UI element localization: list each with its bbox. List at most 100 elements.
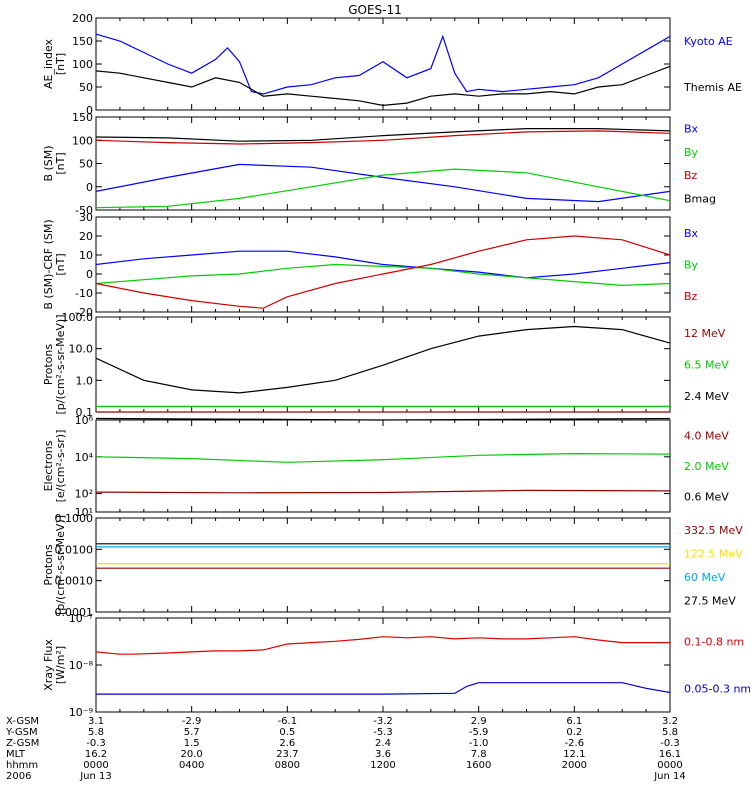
panel-frame bbox=[95, 17, 671, 111]
y-tick-label: 50 bbox=[79, 81, 93, 94]
x-axis-row-label: 2006 bbox=[6, 771, 31, 782]
y-tick-label: 10⁴ bbox=[75, 451, 94, 464]
legend-label: 0.6 MeV bbox=[684, 491, 729, 504]
y-tick-label: -50 bbox=[75, 204, 93, 217]
x-tick-label: -2.9 bbox=[182, 716, 202, 727]
series-line-by bbox=[95, 168, 671, 209]
x-tick-label: 1.5 bbox=[184, 738, 200, 749]
y-tick-label: 10⁻⁹ bbox=[69, 706, 93, 719]
y-axis-label: Xray Flux[W/m²] bbox=[42, 639, 67, 691]
x-tick-label: 20.0 bbox=[181, 749, 203, 760]
x-tick-label: 2000 bbox=[562, 760, 587, 771]
legend-label: Bx bbox=[684, 227, 699, 240]
panel-electrons: 10¹ 10² 10⁴ 10⁶ Electrons[e/(cm²-s-sr)] 4.0 M… bbox=[42, 414, 729, 519]
y-tick-label: 10 bbox=[79, 249, 93, 262]
series-line-themis-ae bbox=[95, 65, 671, 107]
legend-label: 60 MeV bbox=[684, 571, 726, 584]
x-tick-label: 1200 bbox=[370, 760, 395, 771]
legend-label: 2.0 MeV bbox=[684, 460, 729, 473]
series-line-bz bbox=[95, 130, 671, 145]
legend-label: Kyoto AE bbox=[684, 35, 733, 48]
x-tick-label: 2.4 bbox=[375, 738, 391, 749]
x-tick-label: 5.8 bbox=[88, 727, 104, 738]
y-axis-label: Protons[p/(cm²-s-sr-MeV)] bbox=[42, 515, 67, 615]
y-axis-label: B (SM)-CRF (SM)[nT] bbox=[42, 219, 67, 309]
panel-protons_high: 0.0001 0.0010 0.0100 0.1000Protons[p/(cm²-s… bbox=[42, 512, 743, 619]
figure-title: GOES-11 bbox=[348, 3, 402, 17]
x-tick-label: -5.9 bbox=[469, 727, 489, 738]
x-tick-label: -0.3 bbox=[660, 738, 680, 749]
series-line-4-0-mev bbox=[95, 489, 671, 494]
series-line-bmag bbox=[95, 128, 671, 142]
x-tick-label: -5.3 bbox=[373, 727, 393, 738]
legend-label: 2.4 MeV bbox=[684, 390, 729, 403]
panel-b: -50 0 50 100 150 B (SM)[nT] Bx By Bz Bmag bbox=[42, 111, 716, 217]
y-tick-label: 0 bbox=[86, 268, 93, 281]
series-line-0-1-0-8-nm bbox=[95, 636, 670, 655]
legend-label: 0.1-0.8 nm bbox=[684, 636, 744, 649]
x-tick-label: 23.7 bbox=[276, 749, 298, 760]
legend-label: 4.0 MeV bbox=[684, 429, 729, 442]
y-tick-label: -10 bbox=[75, 287, 93, 300]
y-tick-label: 100 bbox=[72, 58, 93, 71]
x-tick-label: 0.2 bbox=[566, 727, 582, 738]
series-line-bx bbox=[95, 250, 671, 279]
x-tick-label: 3.2 bbox=[662, 716, 678, 727]
y-tick-label: 10² bbox=[75, 488, 93, 501]
y-tick-label: 150 bbox=[72, 111, 93, 124]
x-tick-label: -6.1 bbox=[278, 716, 298, 727]
y-tick-label: 100 bbox=[72, 134, 93, 147]
y-tick-label: 150 bbox=[72, 35, 93, 48]
x-tick-label: 7.8 bbox=[471, 749, 487, 760]
y-tick-label: 20 bbox=[79, 230, 93, 243]
y-tick-label: 0 bbox=[86, 181, 93, 194]
series-line-bx bbox=[95, 163, 671, 203]
x-tick-label: Jun 14 bbox=[653, 771, 686, 782]
x-tick-label: 3.1 bbox=[88, 716, 104, 727]
panel-frame bbox=[95, 517, 671, 613]
series-line-0-6-mev bbox=[95, 417, 671, 421]
y-tick-label: 0.1000 bbox=[55, 512, 94, 525]
y-tick-label: 0.0010 bbox=[55, 575, 94, 588]
x-tick-label: -1.0 bbox=[469, 738, 489, 749]
series-line-by bbox=[95, 263, 671, 287]
y-tick-label: 50 bbox=[79, 158, 93, 171]
x-tick-label: 5.7 bbox=[184, 727, 200, 738]
legend-label: Bz bbox=[684, 169, 698, 182]
x-axis-row-label: Y-GSM bbox=[5, 727, 38, 738]
series-line-2-4-mev bbox=[95, 325, 671, 394]
legend-label: By bbox=[684, 146, 699, 159]
y-axis-label: AE_index[nT] bbox=[42, 38, 67, 89]
panel-frame bbox=[95, 316, 671, 413]
panel-xray: 10⁻⁹ 10⁻⁸ 10⁻⁷ Xray Flux[W/m²] 0.1-0.8 nm 0.0… bbox=[42, 612, 750, 719]
legend-label: Bz bbox=[684, 290, 698, 303]
x-tick-label: 3.6 bbox=[375, 749, 391, 760]
y-tick-label: 10⁻⁸ bbox=[69, 659, 94, 672]
x-tick-label: 0000 bbox=[657, 760, 682, 771]
panel-ae: 0 50 100 150 200 AE_index[nT] Kyoto AE Themis A… bbox=[42, 12, 742, 117]
y-tick-label: 10⁻⁷ bbox=[69, 612, 93, 625]
series-line-bz bbox=[95, 235, 671, 309]
y-tick-label: 10⁶ bbox=[75, 414, 94, 427]
y-tick-label: 0.0100 bbox=[55, 543, 94, 556]
x-tick-label: -2.6 bbox=[565, 738, 585, 749]
legend-label: Themis AE bbox=[683, 81, 742, 94]
x-axis-row-label: Z-GSM bbox=[6, 738, 39, 749]
x-tick-label: Jun 13 bbox=[79, 771, 112, 782]
legend-label: Bmag bbox=[684, 192, 716, 205]
y-tick-label: 0 bbox=[86, 104, 93, 117]
x-axis-row-label: MLT bbox=[6, 749, 26, 760]
legend-label: 27.5 MeV bbox=[684, 594, 736, 607]
y-tick-label: 0.0001 bbox=[55, 606, 94, 619]
y-tick-label: 10.0 bbox=[69, 343, 94, 356]
series-line-2-0-mev bbox=[95, 452, 671, 463]
x-tick-label: -3.2 bbox=[373, 716, 393, 727]
y-tick-label: 30 bbox=[79, 211, 93, 224]
legend-label: 12 MeV bbox=[684, 327, 726, 340]
legend-label: 6.5 MeV bbox=[684, 359, 729, 372]
x-tick-label: -0.3 bbox=[86, 738, 106, 749]
x-axis-row-label: X-GSM bbox=[6, 716, 39, 727]
y-axis-label: B (SM)[nT] bbox=[42, 145, 67, 181]
y-tick-label: 100.0 bbox=[62, 311, 94, 324]
